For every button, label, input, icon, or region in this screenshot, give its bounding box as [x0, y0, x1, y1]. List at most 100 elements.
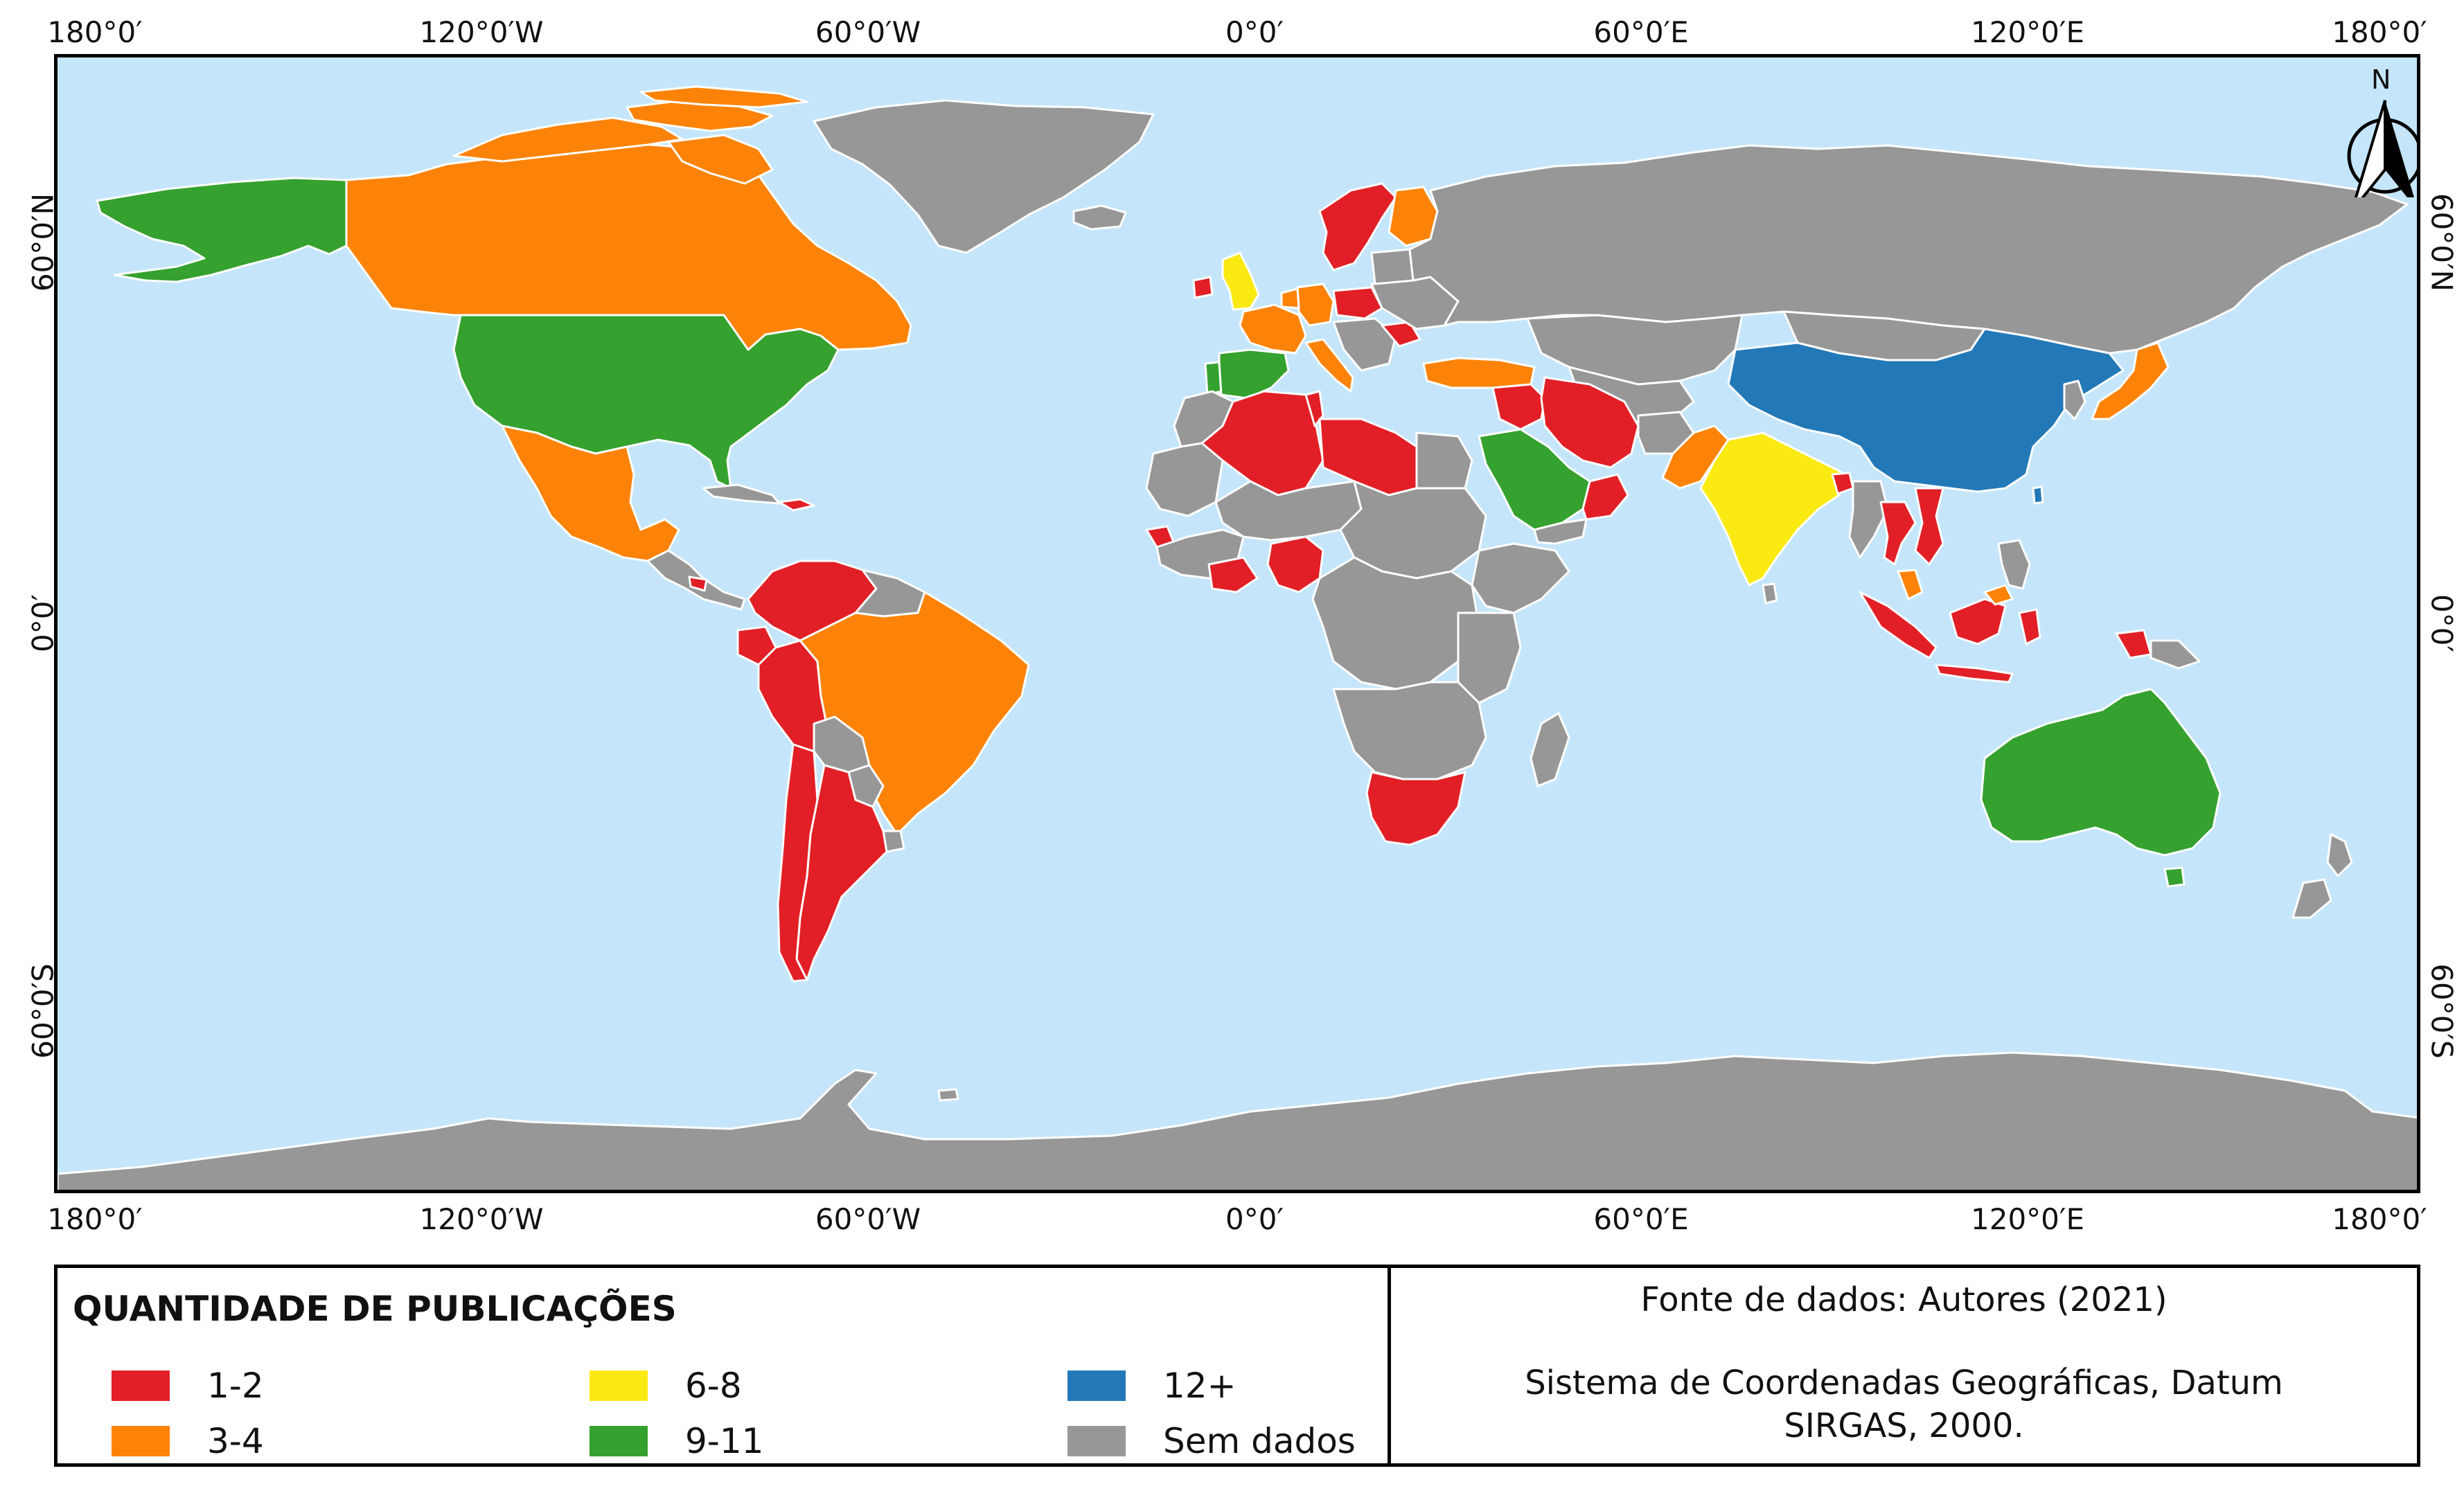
legend-label: 9-11: [685, 1421, 764, 1461]
country-myanmar[interactable]: [1848, 480, 1889, 559]
country-canada-arctic[interactable]: [639, 85, 808, 109]
country-poland[interactable]: [1332, 286, 1383, 320]
legend-item: 6-8: [590, 1366, 742, 1406]
country-oman-uae[interactable]: [1581, 473, 1629, 521]
country-iran[interactable]: [1540, 376, 1640, 469]
country-mexico[interactable]: [501, 425, 680, 562]
country-uk[interactable]: [1221, 251, 1260, 311]
lon-tick-bottom: 60°0′E: [1593, 1202, 1689, 1236]
lat-tick-right: 0°0′: [2425, 594, 2459, 652]
legend-swatch: [590, 1426, 648, 1456]
country-iceland[interactable]: [1072, 204, 1127, 231]
lon-tick-top: 0°0′: [1225, 15, 1284, 49]
country-taiwan[interactable]: [2032, 485, 2044, 505]
country-canada-arctic[interactable]: [667, 134, 774, 185]
country-antarctica[interactable]: [57, 1051, 2420, 1193]
lon-tick-bottom: 180°0′: [47, 1202, 143, 1236]
legend-item: 3-4: [112, 1421, 264, 1461]
country-south-africa[interactable]: [1365, 771, 1466, 846]
legend-swatch: [1067, 1426, 1126, 1456]
country-yemen[interactable]: [1533, 518, 1588, 545]
lat-tick-right: 60°0′S: [2425, 963, 2459, 1059]
lon-tick-bottom: 60°0′W: [815, 1202, 921, 1236]
country-indonesia-sumatra[interactable]: [1859, 591, 1938, 659]
country-south-georgia[interactable]: [937, 1088, 959, 1102]
lat-tick-right: 60°0′N: [2425, 193, 2459, 292]
country-india[interactable]: [1699, 431, 1847, 587]
country-egypt[interactable]: [1415, 431, 1473, 490]
country-tasmania[interactable]: [2163, 866, 2186, 888]
country-ivory-coast-ghana[interactable]: [1207, 556, 1259, 593]
country-greenland[interactable]: [813, 99, 1155, 254]
country-mauritania[interactable]: [1145, 442, 1224, 517]
country-italy[interactable]: [1304, 338, 1354, 393]
country-sri-lanka[interactable]: [1762, 582, 1778, 605]
country-nigeria[interactable]: [1266, 535, 1324, 593]
country-indonesia-sulawesi[interactable]: [2018, 608, 2041, 645]
country-germany[interactable]: [1296, 283, 1335, 327]
lon-tick-bottom: 180°0′: [2332, 1202, 2427, 1236]
legend-swatch: [1067, 1371, 1126, 1401]
country-netherlands[interactable]: [1280, 287, 1300, 310]
country-malaysia-borneo[interactable]: [1983, 584, 2014, 606]
country-madagascar[interactable]: [1530, 712, 1570, 787]
legend-title: QUANTIDADE DE PUBLICAÇÕES: [73, 1289, 677, 1329]
country-new-zealand[interactable]: [2326, 833, 2353, 877]
country-indonesia-java[interactable]: [1935, 663, 2014, 684]
country-norway-sweden[interactable]: [1318, 182, 1397, 271]
legend-swatch: [590, 1371, 648, 1401]
country-france[interactable]: [1239, 303, 1307, 355]
legend-item: 12+: [1067, 1366, 1237, 1406]
map-frame[interactable]: N: [54, 54, 2420, 1193]
country-indonesia-borneo[interactable]: [1949, 598, 2007, 645]
country-balkans[interactable]: [1332, 317, 1397, 372]
lon-tick-top: 60°0′E: [1593, 15, 1689, 49]
legend-label: 6-8: [685, 1366, 742, 1406]
country-syria-iraq[interactable]: [1491, 383, 1546, 431]
country-japan[interactable]: [2091, 341, 2170, 420]
lon-tick-bottom: 0°0′: [1225, 1202, 1284, 1236]
legend-label: Sem dados: [1163, 1421, 1356, 1461]
legend-swatch: [112, 1371, 170, 1401]
country-png[interactable]: [2150, 639, 2201, 670]
lon-tick-top: 120°0′E: [1971, 15, 2084, 49]
country-tunisia[interactable]: [1304, 390, 1324, 427]
lon-tick-top: 120°0′W: [419, 15, 544, 49]
legend-label: 3-4: [207, 1421, 264, 1461]
world-map[interactable]: [57, 57, 2420, 1193]
country-southern-africa[interactable]: [1332, 681, 1487, 780]
legend-item: 9-11: [590, 1421, 763, 1461]
country-australia[interactable]: [1980, 688, 2222, 857]
data-source-text: Fonte de dados: Autores (2021): [1640, 1280, 2168, 1319]
country-ireland[interactable]: [1192, 276, 1214, 299]
country-ethiopia-horn[interactable]: [1471, 542, 1570, 614]
lon-tick-bottom: 120°0′E: [1971, 1202, 2084, 1236]
country-malaysia[interactable]: [1897, 569, 1924, 600]
country-cuba[interactable]: [702, 483, 781, 505]
lon-tick-bottom: 120°0′W: [419, 1202, 544, 1236]
country-spain[interactable]: [1218, 348, 1290, 400]
lon-tick-top: 180°0′: [2332, 15, 2427, 49]
legend-box: QUANTIDADE DE PUBLICAÇÕES 1-2 3-4 6-8 9-…: [54, 1265, 1391, 1467]
legend-label: 12+: [1163, 1366, 1237, 1406]
country-romania[interactable]: [1381, 321, 1421, 348]
country-baltics[interactable]: [1370, 248, 1415, 285]
crs-text-line1: Sistema de Coordenadas Geográficas, Datu…: [1525, 1364, 2283, 1402]
country-new-zealand[interactable]: [2292, 878, 2332, 919]
country-chile[interactable]: [777, 743, 819, 983]
country-vietnam[interactable]: [1914, 487, 1944, 566]
crs-text-line2: SIRGAS, 2000.: [1784, 1407, 2024, 1445]
country-china[interactable]: [1727, 328, 2125, 493]
country-saudi-arabia[interactable]: [1478, 428, 1591, 531]
lon-tick-top: 60°0′W: [815, 15, 921, 49]
legend-item: 1-2: [112, 1366, 264, 1406]
country-dominican[interactable]: [778, 498, 815, 512]
country-korea[interactable]: [2063, 380, 2086, 420]
country-philippines[interactable]: [1997, 539, 2031, 590]
country-thailand[interactable]: [1879, 501, 1917, 566]
country-alaska[interactable]: [96, 177, 348, 283]
legend-item: Sem dados: [1067, 1421, 1356, 1461]
info-box: Fonte de dados: Autores (2021) Sistema d…: [1391, 1265, 2420, 1467]
lon-tick-top: 180°0′: [47, 15, 143, 49]
country-costa-rica[interactable]: [688, 575, 708, 592]
